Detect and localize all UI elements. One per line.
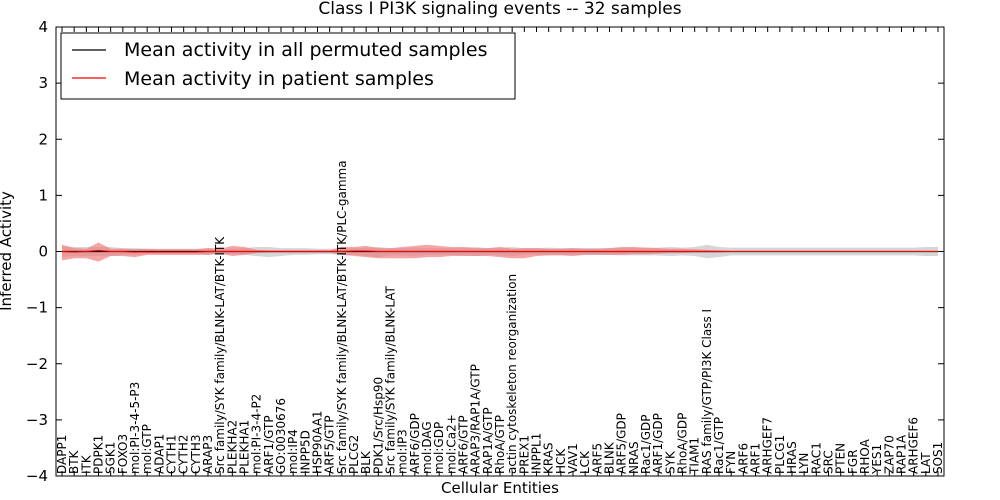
x-tick-label: PLCG2 [347,435,361,474]
x-tick-label: PREX1 [517,435,531,474]
x-tick-label: ARF1/GDP [651,413,665,474]
chart-title: Class I PI3K signaling events -- 32 samp… [318,0,681,19]
x-tick-label: SRC [822,450,836,474]
x-tick-label: ZAP70 [882,435,896,474]
y-tick-label: −4 [26,467,48,485]
x-tick-label: LCK [578,450,592,474]
x-tick-label: ADAP1 [152,434,166,474]
x-tick-label: LYN [797,453,811,474]
x-tick-label: PTEN [834,443,848,474]
y-tick-label: 3 [38,74,48,92]
x-tick-label: PDK1/Src/Hsp90 [371,377,385,474]
x-tick-label: YES1 [870,444,884,475]
x-tick-label: Src family/SYK family/BLNK-LAT/BTK-ITK/P… [335,160,349,474]
x-tick-label: NRAS [627,441,641,474]
x-tick-label: mol:PI-3-4-5-P3 [128,382,142,474]
x-tick-label: VAV1 [566,443,580,474]
x-tick-label: ARHGEF6 [907,417,921,474]
x-tick-label: RhoA/GTP [493,415,507,474]
y-tick-label: 4 [38,18,48,36]
x-tick-label: FYN [724,451,738,474]
x-tick-label: ARHGEF7 [761,417,775,474]
legend-label-patient: Mean activity in patient samples [124,68,434,90]
y-axis-label: Inferred Activity [0,191,15,311]
y-tick-label: −3 [26,411,48,429]
y-tick-label: 2 [38,130,48,148]
x-axis: DAPP1BTKITKPDPK1SGK1FOXO3mol:PI-3-4-5-P3… [55,27,945,476]
x-tick-label: HCK [554,448,568,474]
y-tick-label: 0 [38,243,48,261]
legend-box [60,32,516,100]
x-tick-label: Src family/SYK family/BLNK-LAT [384,285,398,474]
x-tick-label: RAC1 [809,442,823,474]
x-axis-label: Cellular Entities [441,479,559,497]
x-tick-label: Rac1/GDP [639,415,653,474]
x-tick-label: LAT [919,452,933,474]
y-tick-label: −1 [26,299,48,317]
lines-layer [61,249,938,253]
x-tick-label: mol:DAG [420,421,434,474]
x-tick-label: ARAP3 [201,435,215,474]
x-tick-label: BLK [359,450,373,474]
x-tick-label: RAP1A [895,434,909,474]
x-tick-label: ARF6/GDP [408,413,422,474]
x-tick-label: actin cytoskeleton reorganization [505,274,519,474]
x-tick-label: mol:PI-3-4-P2 [250,394,264,474]
series-line-patient [61,249,938,253]
x-tick-label: mol:Ca2+ [444,414,458,474]
y-axis: 4 3 2 1 0 −1 −2 −3 −4 [26,18,944,485]
x-tick-label: ARF5/GTP [323,415,337,474]
x-tick-label: ARF1 [749,443,763,474]
x-tick-label: Rac1/GTP [712,417,726,474]
x-tick-label: TIAM1 [688,437,702,475]
x-tick-label: CYTH3 [189,435,203,475]
x-tick-label: ITK [79,454,93,474]
y-tick-label: 1 [38,186,48,204]
x-tick-label: RAS family/GTP/PI3K Class I [700,309,714,474]
x-tick-label: Src family/SYK family/BLNK-LAT/BTK-ITK [213,236,227,474]
x-tick-label: PDPK1 [92,435,106,474]
x-tick-label: SOS1 [931,442,945,474]
x-tick-label: mol:IP4 [286,429,300,474]
x-tick-label: HRAS [785,441,799,474]
x-tick-label: INPP5D [298,430,312,474]
x-tick-label: DAPP1 [55,435,69,474]
x-tick-label: RAP1A/GTP [481,407,495,474]
y-tick-label: −2 [26,355,48,373]
x-tick-label: CYTH2 [177,435,191,475]
x-tick-label: BLNK [603,441,617,474]
x-tick-label: ARF1/GTP [262,415,276,474]
x-tick-label: mol:GDP [432,422,446,474]
x-tick-label: FOXO3 [116,434,130,474]
x-tick-label: BTK [67,449,81,474]
x-tick-label: mol:IP3 [396,429,410,474]
x-tick-label: SGK1 [104,442,118,474]
x-tick-label: SYK [663,450,677,474]
x-tick-label: FGR [846,449,860,474]
legend: Mean activity in all permuted samples Me… [60,32,516,100]
x-tick-label: RhoA/GDP [676,413,690,474]
x-tick-label: GO:0030676 [274,398,288,474]
x-tick-label: PLEKHA1 [238,420,252,474]
legend-label-permuted: Mean activity in all permuted samples [124,39,487,61]
x-tick-label: mol:GTP [140,424,154,474]
x-tick-label: ARF5 [590,443,604,474]
x-tick-label: ARF6 [736,443,750,474]
x-tick-label: PLEKHA2 [225,420,239,474]
x-tick-label: PLCG1 [773,435,787,474]
x-tick-label: HSP90AA1 [311,410,325,474]
x-tick-label: ARAP3/RAP1A/GTP [469,364,483,474]
x-tick-label: CYTH1 [165,435,179,475]
x-tick-label: ARF6/GTP [457,415,471,474]
x-tick-label: INPPL1 [530,433,544,474]
x-tick-label: RHOA [858,438,872,474]
x-tick-label: ARF5/GDP [615,413,629,474]
x-tick-label: KRAS [542,442,556,474]
